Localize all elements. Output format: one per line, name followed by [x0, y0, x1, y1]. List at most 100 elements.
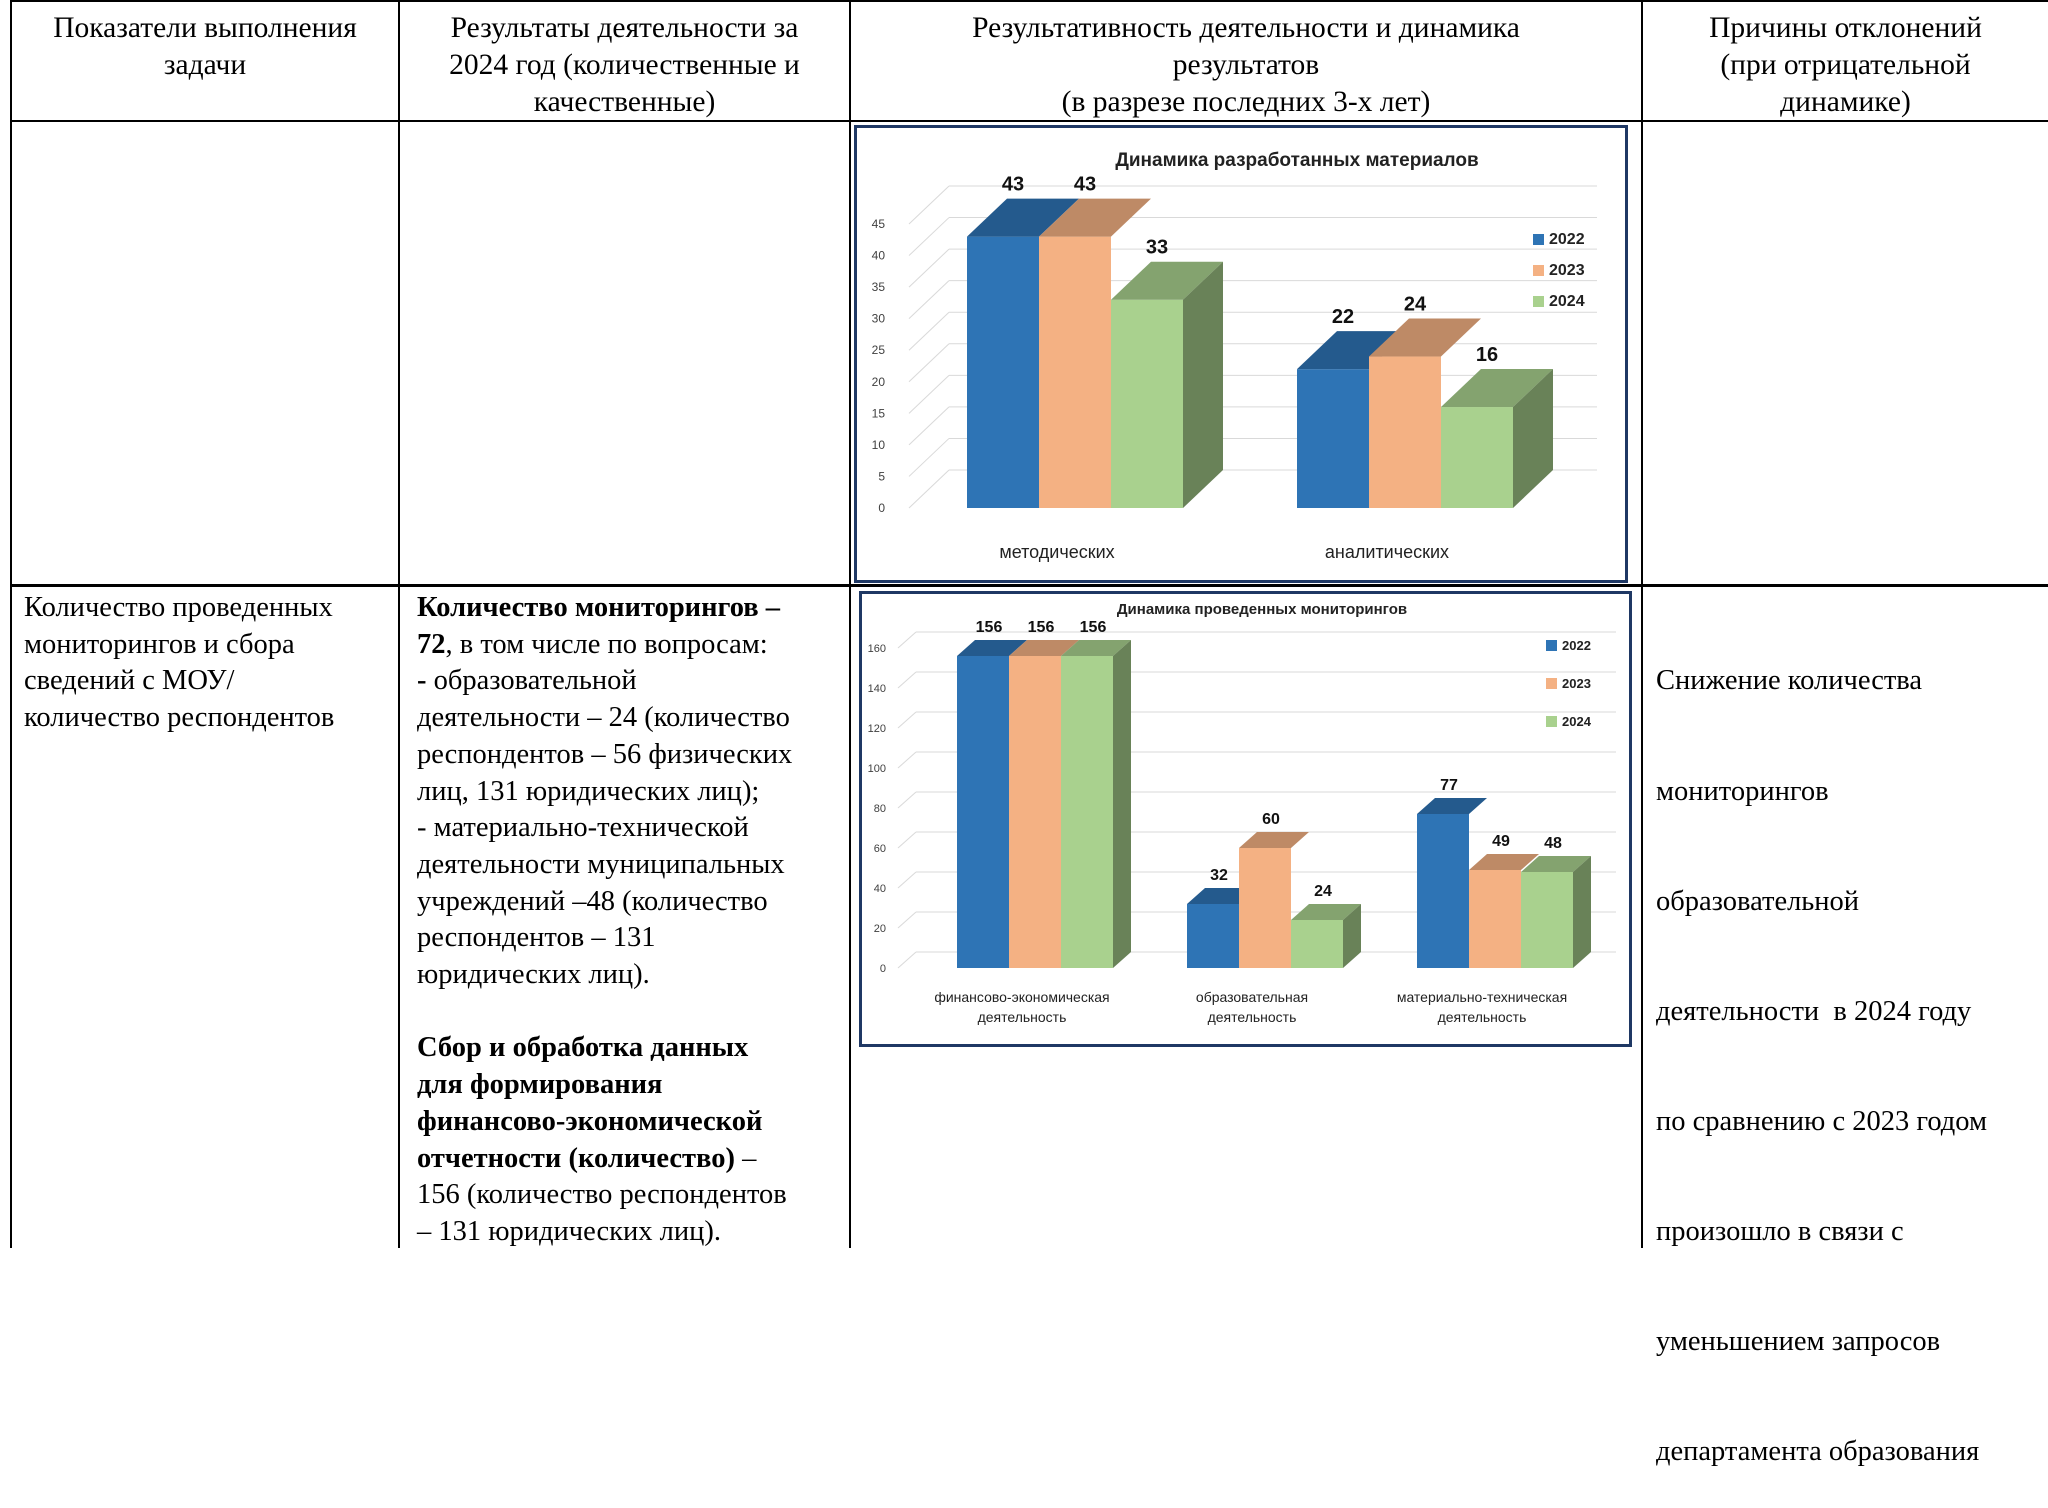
results-line: юридических лиц).: [417, 959, 650, 991]
header-line: Причины отклонений: [1709, 12, 1982, 44]
column-divider-3: [1641, 0, 1643, 1248]
bar-side-2024: [1113, 640, 1131, 968]
results-bold-line: Сбор и обработка данных: [417, 1032, 749, 1064]
category-label: деятельность: [1208, 1009, 1297, 1025]
y-tick-label: 0: [878, 501, 885, 515]
y-tick-label: 100: [868, 763, 886, 775]
y-tick-label: 0: [880, 963, 886, 975]
results-cell: Количество мониторингов – 72, в том числ…: [417, 590, 847, 1251]
data-label: 49: [1492, 833, 1510, 850]
header-line: 2024 год (количественные и: [449, 49, 800, 81]
legend-label: 2024: [1562, 714, 1592, 729]
indicator-line: Количество проведенных: [24, 592, 333, 623]
y-tick-label: 120: [868, 723, 886, 735]
table-border-left: [10, 0, 12, 1248]
bar-top-2023: [1039, 198, 1151, 237]
category-label: образовательная: [1196, 989, 1308, 1005]
bar-top-2022: [1297, 331, 1409, 370]
bar-2024: [1521, 872, 1573, 968]
table-border-top: [10, 0, 2048, 2]
y-tick-label: 15: [872, 406, 886, 420]
data-label: 77: [1440, 777, 1458, 794]
data-label: 24: [1314, 883, 1332, 900]
bar-top-2024: [1291, 904, 1361, 920]
data-label: 156: [1080, 619, 1107, 636]
header-line: динамике): [1780, 86, 1911, 118]
legend-swatch: [1533, 265, 1544, 276]
y-tick-label: 40: [874, 883, 886, 895]
bar-top-2023: [1469, 854, 1539, 870]
grid-line: [908, 311, 950, 351]
y-tick-label: 140: [868, 683, 886, 695]
results-line: респондентов – 56 физических: [417, 738, 793, 770]
data-label: 33: [1146, 237, 1168, 259]
bar-side-2024: [1343, 904, 1361, 968]
results-line: – 131 юридических лиц).: [417, 1215, 721, 1247]
y-tick-label: 80: [874, 803, 886, 815]
paragraph-spacer: [417, 994, 847, 1031]
results-line: деятельности муниципальных: [417, 848, 785, 880]
row-divider: [10, 584, 2048, 587]
header-line: качественные): [533, 86, 716, 118]
data-label: 24: [1404, 294, 1427, 316]
data-label: 156: [1028, 619, 1055, 636]
data-label: 156: [976, 619, 1003, 636]
y-tick-label: 35: [872, 280, 886, 294]
category-label: деятельность: [1438, 1009, 1527, 1025]
grid-line: [908, 185, 950, 225]
chart-materials: 0 5 10 15 20 25 30 35 40 45 Динамика разработанных…: [872, 150, 1597, 562]
bar-top-2024: [1441, 369, 1553, 408]
monitoring-count-value: 72: [417, 628, 446, 660]
legend-swatch: [1533, 296, 1544, 307]
legend-label: 2024: [1549, 293, 1585, 310]
chart-monitorings-frame: 0 20 40 60 80 100 120 140 160 Динамика проведенны…: [859, 591, 1632, 1047]
grid-line: [897, 711, 917, 729]
results-line: отчетности (количество) –: [417, 1141, 847, 1178]
bar-2022: [1417, 814, 1469, 968]
grid-line: [908, 217, 950, 256]
results-line: 156 (количество респондентов: [417, 1179, 787, 1211]
bar-top-2022: [967, 198, 1079, 237]
bar-2023: [1239, 848, 1291, 968]
header-line: Показатели выполнения: [53, 12, 357, 44]
bar-top-2022: [1417, 798, 1487, 814]
bar-top-2023: [1009, 640, 1079, 656]
indicator-line: сведений с МОУ/: [24, 665, 235, 697]
grid-line: [908, 438, 950, 477]
grid-line: [897, 791, 917, 809]
bar-top-2023: [1369, 318, 1481, 357]
bar-2024: [1111, 299, 1183, 508]
column-divider-2: [849, 0, 851, 1248]
bar-2022: [1187, 904, 1239, 968]
header-results: Результаты деятельности за 2024 год (кол…: [400, 10, 849, 121]
results-line: лиц, 131 юридических лиц);: [417, 775, 760, 807]
bar-2023: [1039, 236, 1111, 508]
data-label: 43: [1074, 174, 1096, 196]
grid-line: [908, 248, 950, 288]
category-label: финансово-экономическая: [934, 989, 1109, 1005]
header-line: (при отрицательной: [1720, 49, 1971, 81]
results-line: Количество мониторингов –: [417, 590, 847, 627]
y-tick-label: 45: [872, 217, 886, 231]
reason-line: мониторингов: [1656, 775, 1829, 807]
bar-2022: [967, 236, 1039, 508]
header-row-divider: [10, 120, 2048, 122]
results-line: учреждений –48 (количество: [417, 885, 768, 917]
y-tick-label: 20: [872, 375, 886, 389]
data-label: 22: [1332, 306, 1354, 328]
chart-title: Динамика проведенных мониторингов: [1117, 601, 1407, 618]
bar-side-2024: [1183, 261, 1223, 508]
header-reasons: Причины отклонений (при отрицательной ди…: [1643, 10, 2048, 121]
data-label: 48: [1544, 835, 1562, 852]
grid-line: [897, 751, 917, 769]
legend-swatch: [1546, 640, 1557, 651]
reason-line: деятельности в 2024 году: [1656, 995, 1972, 1027]
y-tick-label: 20: [874, 923, 886, 935]
data-label: 32: [1210, 867, 1228, 884]
list-dash: -: [417, 665, 427, 697]
indicator-cell: Количество проведенных мониторингов и сб…: [24, 590, 394, 737]
results-line: финансово-экономической: [417, 1104, 847, 1141]
results-text: , в том числе по вопросам:: [445, 628, 768, 660]
bar-top-2024: [1111, 261, 1223, 300]
legend-label: 2022: [1562, 638, 1591, 653]
